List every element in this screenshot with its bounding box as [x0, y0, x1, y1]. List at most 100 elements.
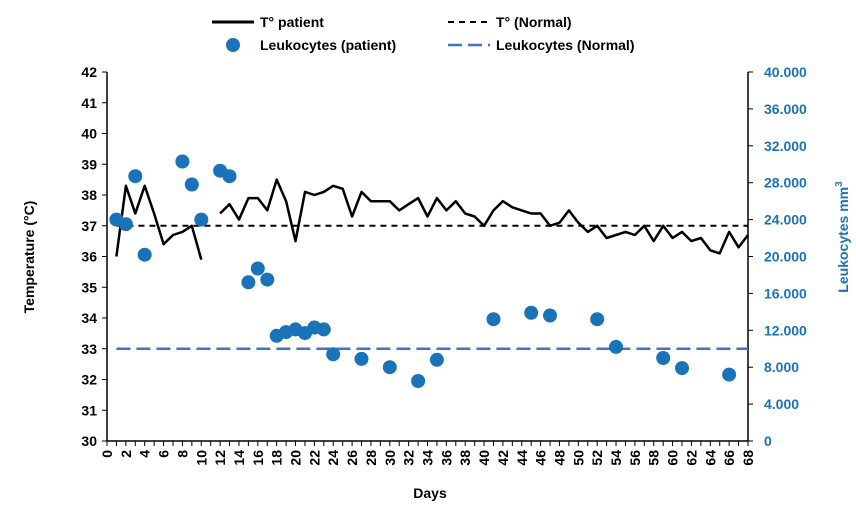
x-tick-label: 16	[250, 450, 266, 466]
x-tick-label: 28	[363, 450, 379, 466]
leukocyte-point	[656, 351, 671, 365]
x-tick-label: 6	[156, 450, 172, 458]
x-tick-label: 40	[476, 450, 492, 466]
y-right-tick-label: 28.000	[764, 175, 807, 191]
x-tick-label: 30	[382, 450, 398, 466]
legend-label-leukocytes-normal: Leukocytes (Normal)	[496, 37, 634, 53]
leukocyte-point	[675, 361, 689, 376]
y-left-tick-label: 31	[81, 402, 97, 418]
y-axis-right-title-sup: 3	[834, 181, 845, 187]
x-tick-label: 44	[514, 450, 530, 466]
y-left-tick-label: 30	[81, 433, 97, 449]
leukocyte-point	[222, 169, 237, 184]
y-left-tick-label: 38	[81, 187, 97, 203]
x-tick-label: 66	[721, 450, 737, 466]
x-axis-title: Days	[413, 485, 447, 501]
y-left-tick-label: 32	[81, 372, 97, 388]
leukocyte-point	[326, 347, 341, 362]
y-axis-right-title: Leukocytes mm3	[834, 181, 851, 293]
x-axis-ticks: 0 2 4 6 8 10 12 14 16 18 20 22 24 26 28 30 32 34 36 38 40 42 4…	[99, 441, 756, 466]
leukocyte-point	[175, 154, 190, 169]
x-tick-label: 10	[193, 450, 209, 466]
x-tick-label: 62	[683, 450, 699, 466]
x-tick-label: 38	[457, 450, 473, 466]
temp-patient-line	[219, 178, 749, 255]
y-left-tick-label: 39	[81, 156, 97, 172]
y-left-tick-label: 40	[81, 126, 97, 142]
legend: T° patient T° (Normal) Leukocytes (patie…	[212, 14, 634, 53]
y-left-tick-label: 42	[81, 64, 97, 80]
leukocyte-point	[260, 272, 275, 287]
x-tick-label: 32	[401, 450, 417, 466]
leukocyte-point	[722, 367, 737, 382]
x-tick-label: 20	[288, 450, 304, 466]
leukocyte-point	[543, 308, 557, 323]
y-right-tick-label: 24.000	[764, 212, 807, 228]
leukocyte-point	[429, 352, 444, 367]
leukocyte-point	[137, 247, 152, 262]
leukocyte-point	[316, 322, 331, 337]
x-tick-label: 60	[665, 450, 681, 466]
leukocyte-point	[194, 212, 209, 227]
reference-lines	[116, 224, 748, 350]
x-tick-label: 18	[269, 450, 285, 466]
y-right-tick-label: 16.000	[764, 285, 807, 301]
x-tick-label: 14	[231, 450, 247, 466]
y-left-tick-label: 37	[81, 218, 97, 234]
leukocyte-point	[184, 177, 199, 192]
legend-swatch-leukocytes-patient	[226, 38, 240, 52]
y-left-tick-label: 35	[81, 279, 97, 295]
y-right-tick-label: 12.000	[764, 322, 807, 338]
leukocyte-series	[109, 154, 737, 388]
y-right-tick-label: 4.000	[764, 396, 799, 412]
x-tick-label: 26	[344, 450, 360, 466]
y-right-tick-label: 32.000	[764, 138, 807, 154]
leukocyte-point	[590, 312, 605, 327]
x-tick-label: 34	[420, 450, 436, 466]
y-right-tick-label: 40.000	[764, 64, 807, 80]
x-tick-label: 22	[306, 450, 322, 466]
temperature-series	[115, 178, 749, 260]
leukocyte-point	[609, 339, 623, 354]
y-axis-right-title-main: Leukocytes mm	[835, 187, 851, 293]
temp-patient-line	[115, 184, 203, 260]
leukocyte-point	[118, 217, 133, 232]
y-left-tick-label: 36	[81, 249, 97, 265]
x-tick-label: 56	[627, 450, 643, 466]
x-tick-label: 58	[646, 450, 662, 466]
axes	[106, 72, 749, 442]
y-right-tick-label: 36.000	[764, 101, 807, 117]
x-tick-label: 42	[495, 450, 511, 466]
x-tick-label: 12	[212, 450, 228, 466]
left-axis-ticks: 30 31 32 33 34 35 36 37 38 39 40 41 42	[81, 64, 107, 449]
x-tick-label: 4	[137, 450, 153, 458]
legend-label-temp-normal: T° (Normal)	[496, 14, 572, 30]
leukocyte-point	[250, 261, 265, 276]
x-tick-label: 48	[551, 450, 567, 466]
x-tick-label: 46	[533, 450, 549, 466]
leukocyte-point	[486, 312, 501, 327]
y-right-tick-label: 20.000	[764, 249, 807, 265]
leukocyte-point	[411, 374, 426, 388]
leukocyte-point	[241, 275, 256, 290]
x-tick-label: 36	[438, 450, 454, 466]
x-tick-label: 8	[174, 450, 190, 458]
y-right-tick-label: 8.000	[764, 359, 799, 375]
y-left-tick-label: 33	[81, 341, 97, 357]
x-tick-label: 68	[740, 450, 756, 466]
x-tick-label: 0	[99, 450, 115, 458]
x-tick-label: 24	[325, 450, 341, 466]
y-left-tick-label: 41	[81, 95, 97, 111]
leukocyte-point	[382, 360, 397, 375]
leukocyte-point	[524, 305, 539, 320]
x-tick-label: 64	[702, 450, 718, 466]
x-tick-label: 2	[118, 450, 134, 458]
y-left-tick-label: 34	[81, 310, 97, 326]
leukocyte-point	[128, 169, 143, 184]
right-axis-ticks: 0 4.000 8.000 12.000 16.000 20.000 24.000 28.00…	[748, 64, 807, 449]
x-tick-label: 52	[589, 450, 605, 466]
legend-label-temp-patient: T° patient	[260, 14, 324, 30]
y-axis-left-title: Temperature (°C)	[21, 201, 37, 314]
